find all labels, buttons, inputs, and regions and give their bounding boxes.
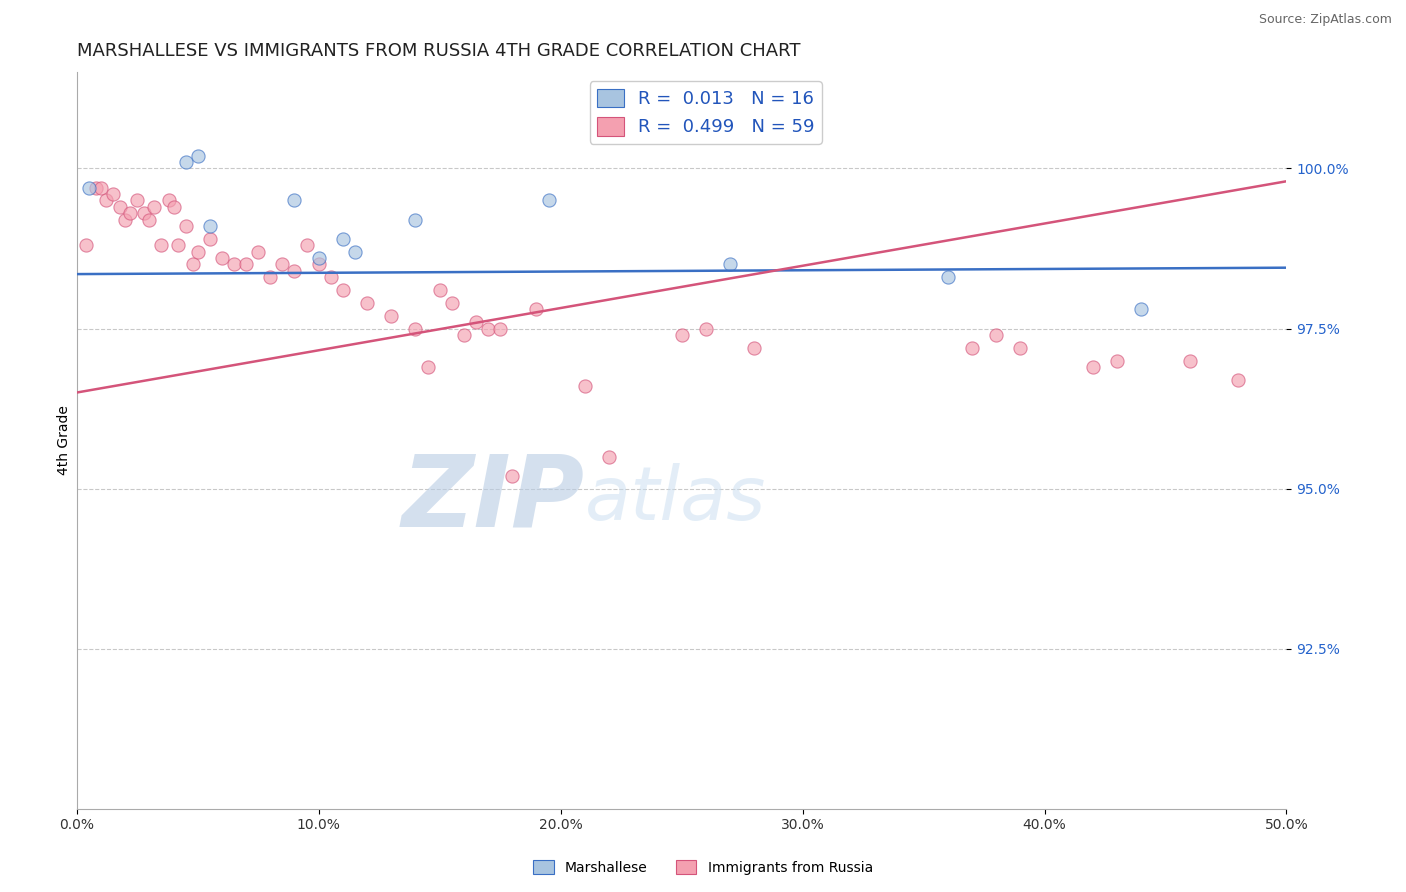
Text: MARSHALLESE VS IMMIGRANTS FROM RUSSIA 4TH GRADE CORRELATION CHART: MARSHALLESE VS IMMIGRANTS FROM RUSSIA 4T… [77, 42, 800, 60]
Point [1178, 353, 1201, 368]
Point [465, 315, 488, 329]
Point [308, 251, 330, 265]
Point [143, 200, 166, 214]
Point [356, 296, 378, 310]
Point [574, 379, 596, 393]
Point [174, 155, 197, 169]
Point [77, 180, 100, 194]
Point [332, 232, 354, 246]
Point [718, 258, 741, 272]
Point [167, 238, 190, 252]
Point [526, 302, 548, 317]
Point [157, 194, 180, 208]
Point [187, 149, 209, 163]
Point [271, 258, 294, 272]
Point [114, 212, 136, 227]
Point [127, 194, 149, 208]
Text: Source: ZipAtlas.com: Source: ZipAtlas.com [1258, 13, 1392, 27]
Point [247, 244, 270, 259]
Point [343, 244, 366, 259]
Point [84, 180, 107, 194]
Point [235, 258, 257, 272]
Text: ZIP: ZIP [402, 451, 585, 548]
Point [222, 258, 245, 272]
Point [283, 264, 305, 278]
Point [404, 321, 426, 335]
Point [695, 321, 717, 335]
Point [187, 244, 209, 259]
Point [259, 270, 281, 285]
Point [308, 258, 330, 272]
Point [404, 212, 426, 227]
Legend: R =  0.013   N = 16, R =  0.499   N = 59: R = 0.013 N = 16, R = 0.499 N = 59 [589, 81, 823, 144]
Point [283, 194, 305, 208]
Point [198, 219, 221, 233]
Point [101, 187, 124, 202]
Point [198, 232, 221, 246]
Point [295, 238, 318, 252]
Point [984, 327, 1007, 342]
Point [380, 309, 402, 323]
Point [174, 219, 197, 233]
Point [181, 258, 204, 272]
Point [75, 238, 97, 252]
Point [319, 270, 342, 285]
Point [416, 359, 439, 374]
Point [489, 321, 512, 335]
Point [671, 327, 693, 342]
Point [150, 238, 173, 252]
Point [960, 341, 983, 355]
Point [477, 321, 499, 335]
Point [936, 270, 959, 285]
Point [138, 212, 160, 227]
Point [1010, 341, 1032, 355]
Point [1081, 359, 1104, 374]
Point [440, 296, 463, 310]
Point [453, 327, 475, 342]
Point [110, 200, 132, 214]
Point [1107, 353, 1129, 368]
Y-axis label: 4th Grade: 4th Grade [58, 406, 72, 475]
Point [90, 180, 112, 194]
Legend: Marshallese, Immigrants from Russia: Marshallese, Immigrants from Russia [527, 855, 879, 880]
Point [501, 468, 523, 483]
Point [429, 283, 451, 297]
Text: atlas: atlas [585, 464, 766, 535]
Point [162, 200, 184, 214]
Point [94, 194, 117, 208]
Point [537, 194, 560, 208]
Point [211, 251, 233, 265]
Point [1227, 373, 1250, 387]
Point [134, 206, 156, 220]
Point [118, 206, 141, 220]
Point [742, 341, 765, 355]
Point [598, 450, 620, 464]
Point [1130, 302, 1153, 317]
Point [332, 283, 354, 297]
